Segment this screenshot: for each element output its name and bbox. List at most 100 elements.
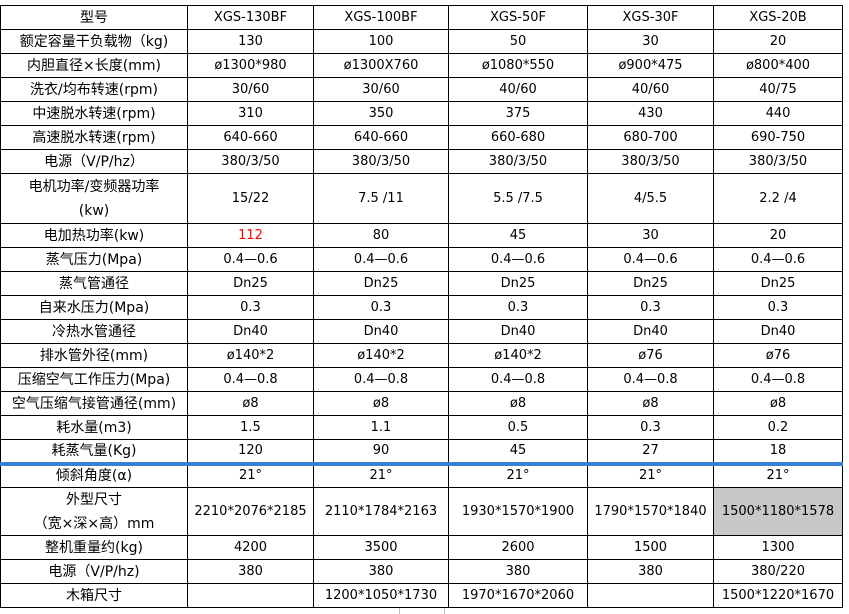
cell-value: 0.3 xyxy=(448,295,588,320)
table-row: 电源（V/P/hz) 380 380 380 380 380/220 xyxy=(0,559,843,584)
cell-value: Dn40 xyxy=(713,319,843,344)
cell-value: 640-660 xyxy=(313,125,449,150)
cell-value: 30/60 xyxy=(313,77,449,102)
cell-value: 440 xyxy=(713,101,843,126)
cell-value: 0.3 xyxy=(587,295,714,320)
cell-value: 0.2 xyxy=(713,415,843,440)
row-label: 木箱尺寸 xyxy=(0,583,188,608)
row-label: 耗水量(m3) xyxy=(0,415,188,440)
row-label: 高速脱水转速(rpm) xyxy=(0,125,188,150)
cell-value: 0.4—0.8 xyxy=(587,367,714,392)
row-label-text: 内胆直径×长度(mm) xyxy=(27,57,161,74)
spec-table: 型号 XGS-130BF XGS-100BF XGS-50F XGS-30F X… xyxy=(0,5,843,608)
row-label-text: 蒸气管通径 xyxy=(59,275,129,292)
cell-value: Dn40 xyxy=(313,319,449,344)
table-row: 电加热功率(kw) 112 80 45 30 20 xyxy=(0,223,843,248)
row-label: 电源（V/P/hz） xyxy=(0,149,188,174)
cell-value: 380 xyxy=(448,559,588,584)
cell-value: ø8 xyxy=(448,391,588,416)
cell-value: 380 xyxy=(187,559,314,584)
cell-value: ø8 xyxy=(187,391,314,416)
cell-value: 380/3/50 xyxy=(587,149,714,174)
table-row: 电机功率/变频器功率 (kw) 15/22 7.5 /11 5.5 /7.5 4/5.5 2… xyxy=(0,173,843,224)
row-label: 空气压缩气接管通径(mm) xyxy=(0,391,188,416)
cell-value: 380/3/50 xyxy=(187,149,314,174)
cell-value: Dn40 xyxy=(187,319,314,344)
model-header: XGS-30F xyxy=(587,5,714,30)
row-label-text: 压缩空气工作压力(Mpa) xyxy=(17,371,171,388)
row-label-text: 自来水压力(Mpa) xyxy=(38,299,150,316)
cell-value: 130 xyxy=(187,29,314,54)
model-header: XGS-130BF xyxy=(187,5,314,30)
cell-value: 0.4—0.6 xyxy=(713,247,843,272)
cell-value: 21° xyxy=(587,461,714,488)
row-label-text: 额定容量干负载物（kg) xyxy=(19,33,169,50)
cell-value: 100 xyxy=(313,29,449,54)
cell-value: ø8 xyxy=(313,391,449,416)
cell-value: 7.5 /11 xyxy=(313,173,449,224)
cell-value: 45 xyxy=(448,223,588,248)
cell-value: 2110*1784*2163 xyxy=(313,487,449,536)
table-row: 空气压缩气接管通径(mm) ø8 ø8 ø8 ø8 ø8 xyxy=(0,391,843,416)
cell-value: 20 xyxy=(713,223,843,248)
cell-value: 640-660 xyxy=(187,125,314,150)
table-row: 外型尺寸 （宽×深×高）mm 2210*2076*2185 2110*1784*216… xyxy=(0,487,843,536)
row-label-text: 中速脱水转速(rpm) xyxy=(32,105,156,122)
cell-value: ø76 xyxy=(587,343,714,368)
model-header: XGS-50F xyxy=(448,5,588,30)
cell-value: 0.3 xyxy=(587,415,714,440)
cell-value: 50 xyxy=(448,29,588,54)
cell-value: 0.4—0.6 xyxy=(448,247,588,272)
table-row: 蒸气压力(Mpa) 0.4—0.6 0.4—0.6 0.4—0.6 0.4—0.6 0.4… xyxy=(0,247,843,272)
cell-value: 15/22 xyxy=(187,173,314,224)
table-row: 排水管外径(mm) ø140*2 ø140*2 ø140*2 ø76 ø76 xyxy=(0,343,843,368)
cell-value: 4/5.5 xyxy=(587,173,714,224)
row-label-text: 倾斜角度(α) xyxy=(55,468,133,485)
cell-value: 0.4—0.8 xyxy=(187,367,314,392)
cell-value: 310 xyxy=(187,101,314,126)
row-label: 外型尺寸 （宽×深×高）mm xyxy=(0,487,188,536)
cell-value: 3500 xyxy=(313,535,449,560)
row-label-text: 木箱尺寸 xyxy=(66,587,122,604)
cell-value: 0.3 xyxy=(713,295,843,320)
cell-value: ø8 xyxy=(713,391,843,416)
table-row: 压缩空气工作压力(Mpa) 0.4—0.8 0.4—0.8 0.4—0.8 0.4—0.… xyxy=(0,367,843,392)
cell-value: 1500 xyxy=(587,535,714,560)
table-row: 中速脱水转速(rpm) 310 350 375 430 440 xyxy=(0,101,843,126)
cell-value: Dn25 xyxy=(587,271,714,296)
header-row: 型号 XGS-130BF XGS-100BF XGS-50F XGS-30F X… xyxy=(0,5,843,30)
table-row: 整机重量约(kg) 4200 3500 2600 1500 1300 xyxy=(0,535,843,560)
cell-value: 690-750 xyxy=(713,125,843,150)
row-label-unit: (kw) xyxy=(78,202,110,219)
cell-value: 380/3/50 xyxy=(448,149,588,174)
cell-value: 430 xyxy=(587,101,714,126)
row-label: 洗衣/均布转速(rpm) xyxy=(0,77,188,102)
cell-value: 1500*1220*1670 xyxy=(713,583,843,608)
cell-value: 45 xyxy=(448,439,588,464)
cell-value: 21° xyxy=(448,461,588,488)
cell-value: ø140*2 xyxy=(187,343,314,368)
row-label: 电机功率/变频器功率 (kw) xyxy=(0,173,188,224)
cell-value: 21° xyxy=(187,461,314,488)
cell-value: 120 xyxy=(187,439,314,464)
cell-value: ø140*2 xyxy=(313,343,449,368)
cell-value: 4200 xyxy=(187,535,314,560)
table-row: 额定容量干负载物（kg) 130 100 50 30 20 xyxy=(0,29,843,54)
table-row: 高速脱水转速(rpm) 640-660 640-660 660-680 680-700 6… xyxy=(0,125,843,150)
cell-value: Dn40 xyxy=(587,319,714,344)
row-label-text: 空气压缩气接管通径(mm) xyxy=(11,395,177,412)
cell-value: 18 xyxy=(713,439,843,464)
cell-value: ø1080*550 xyxy=(448,53,588,78)
row-label-text: 电源（V/P/hz) xyxy=(48,563,140,580)
cell-value: 0.4—0.8 xyxy=(713,367,843,392)
row-label: 电加热功率(kw) xyxy=(0,223,188,248)
cell-value: 20 xyxy=(713,29,843,54)
cell-value: 350 xyxy=(313,101,449,126)
cell-value: 1970*1670*2060 xyxy=(448,583,588,608)
cell-value: 30 xyxy=(587,223,714,248)
cell-value: 0.4—0.6 xyxy=(587,247,714,272)
table-row: 蒸气管通径 Dn25 Dn25 Dn25 Dn25 Dn25 xyxy=(0,271,843,296)
cell-value: Dn25 xyxy=(313,271,449,296)
row-label: 内胆直径×长度(mm) xyxy=(0,53,188,78)
cell-value: Dn25 xyxy=(187,271,314,296)
